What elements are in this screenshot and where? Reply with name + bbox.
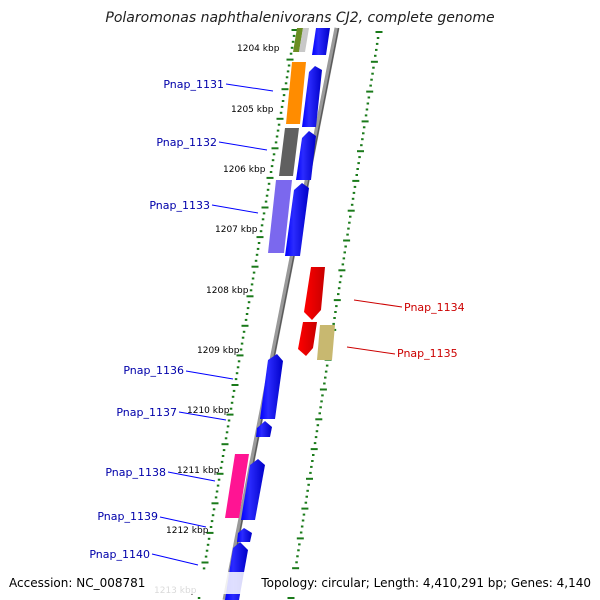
cog-block-1138: [225, 454, 249, 518]
gene-arrow-1135[interactable]: [298, 322, 317, 356]
gene-arrow-1139[interactable]: [237, 528, 252, 542]
ruler-label: 1207 kbp: [215, 225, 258, 235]
ruler-label: 1204 kbp: [237, 44, 280, 54]
ruler-dots-right: [287, 31, 383, 599]
cog-block-1135: [317, 325, 335, 360]
cog-block-1131: [286, 62, 306, 124]
ruler-label: 1211 kbp: [177, 466, 220, 476]
ruler-label: 1210 kbp: [187, 406, 230, 416]
gene-arrow-1131[interactable]: [302, 66, 322, 127]
gene-label[interactable]: Pnap_1133: [149, 199, 210, 212]
ruler-label: 1208 kbp: [206, 286, 249, 296]
leader-line: [159, 516, 207, 528]
cog-block-1130-a: [293, 28, 303, 52]
leader-line: [218, 141, 268, 151]
ruler-label: 1209 kbp: [197, 346, 240, 356]
gene-label[interactable]: Pnap_1132: [156, 136, 217, 149]
cog-block-1133: [268, 180, 292, 253]
gene-labels: Pnap_1131 Pnap_1132 Pnap_1133 Pnap_1134 …: [89, 78, 465, 566]
gene-arrow-1130[interactable]: [312, 28, 330, 55]
cog-blocks: [225, 28, 335, 518]
ruler-labels: 1204 kbp 1205 kbp 1206 kbp 1207 kbp 1208…: [154, 44, 280, 596]
leader-line: [225, 83, 274, 92]
cog-block-1132: [279, 128, 299, 176]
leader-line: [167, 471, 216, 482]
leader-line: [353, 299, 403, 308]
leader-line: [211, 204, 259, 214]
gene-label[interactable]: Pnap_1137: [116, 406, 177, 419]
gene-label[interactable]: Pnap_1140: [89, 548, 150, 561]
leader-line: [151, 553, 199, 566]
gene-label[interactable]: Pnap_1135: [397, 347, 458, 360]
cog-block-1130-b: [299, 28, 309, 52]
gene-label[interactable]: Pnap_1139: [97, 510, 158, 523]
gene-arrow-1134[interactable]: [304, 267, 325, 320]
ruler-label: 1212 kbp: [166, 526, 209, 536]
gene-label[interactable]: Pnap_1131: [163, 78, 224, 91]
gene-label[interactable]: Pnap_1136: [123, 364, 184, 377]
topology-text: Topology: circular; Length: 4,410,291 bp…: [260, 576, 591, 590]
page-title: Polaromonas naphthalenivorans CJ2, compl…: [105, 10, 494, 26]
footer-backdrop: [0, 572, 600, 594]
gene-arrow-1137[interactable]: [256, 421, 272, 437]
ruler-label: 1205 kbp: [231, 105, 274, 115]
ruler-dots-left: [197, 29, 299, 599]
gene-arrow-1138[interactable]: [241, 459, 265, 520]
gene-arrow-1133[interactable]: [285, 183, 309, 256]
accession-text: Accession: NC_008781: [9, 576, 145, 590]
ruler-label: 1206 kbp: [223, 165, 266, 175]
gene-label[interactable]: Pnap_1134: [404, 301, 465, 314]
gene-arrow-1136[interactable]: [260, 354, 283, 419]
gene-label[interactable]: Pnap_1138: [105, 466, 166, 479]
leader-line: [346, 346, 396, 355]
leader-line: [178, 411, 227, 421]
leader-line: [185, 370, 234, 380]
gene-arrow-1132[interactable]: [296, 131, 316, 180]
